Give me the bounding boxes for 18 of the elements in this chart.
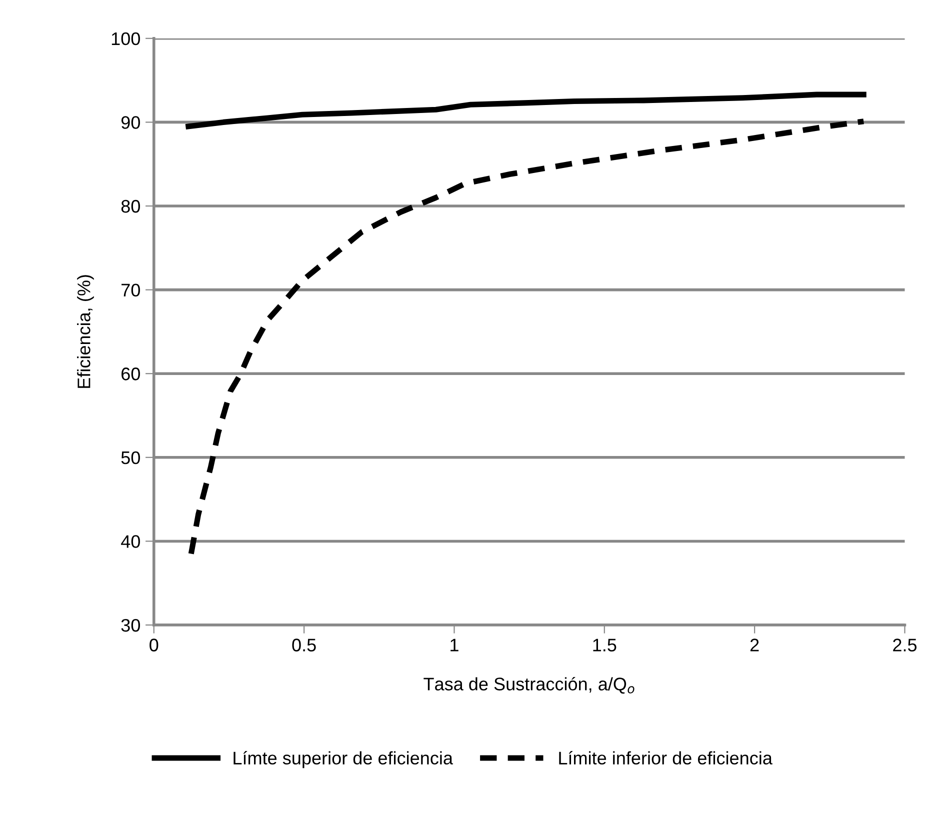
- x-tick-label: 2.5: [893, 638, 917, 652]
- x-tick-label: 1.5: [593, 638, 616, 652]
- legend-label: Límte superior de eficiencia: [234, 751, 453, 768]
- y-tick-label: 100: [112, 32, 140, 46]
- x-tick-label: 2: [750, 638, 759, 652]
- x-tick-label: 0.5: [292, 638, 316, 652]
- y-tick-label: 40: [121, 535, 140, 548]
- y-tick-label: 70: [122, 284, 140, 297]
- x-tick-label: 1: [450, 638, 458, 652]
- y-tick-label: 50: [121, 451, 140, 464]
- legend-label: Límite inferior de eficiencia: [559, 751, 772, 764]
- y-tick-label: 30: [121, 618, 140, 632]
- x-axis-title: Tasa de Sustracción, a/Q$_{o}$: [424, 676, 634, 694]
- y-tick-label: 80: [121, 200, 140, 213]
- y-tick-label: 60: [122, 368, 140, 380]
- y-axis-title: Eficiencia, (%): [77, 275, 94, 388]
- x-tick-label: 0: [150, 638, 158, 652]
- y-tick-label: 90: [121, 116, 140, 129]
